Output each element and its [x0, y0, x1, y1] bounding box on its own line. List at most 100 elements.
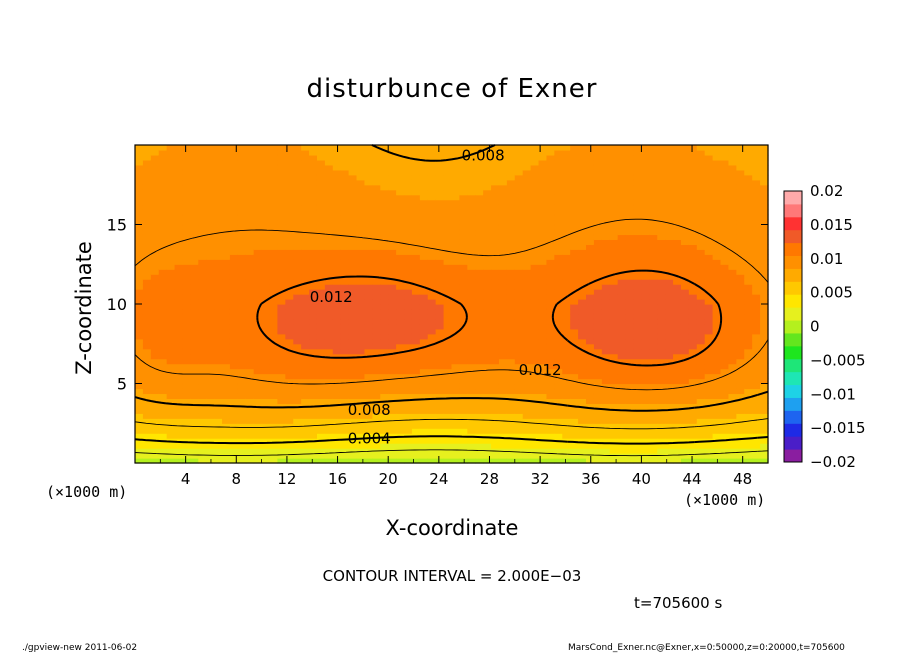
heat-cell: [293, 149, 302, 156]
heat-cell: [332, 398, 342, 404]
heat-cell: [324, 323, 334, 330]
heat-cell: [625, 239, 635, 245]
heat-cell: [174, 224, 184, 231]
heat-cell: [673, 249, 682, 255]
heat-cell: [158, 209, 168, 216]
heat-cell: [316, 239, 326, 245]
heat-cell: [340, 358, 350, 365]
heat-cell: [182, 284, 191, 290]
heat-cell: [538, 333, 548, 340]
heat-cell: [142, 363, 152, 370]
heat-cell: [166, 383, 176, 390]
heat-cell: [214, 443, 223, 449]
heat-cell: [237, 274, 247, 280]
heat-cell: [174, 249, 184, 255]
heat-cell: [633, 229, 642, 236]
heat-cell: [514, 244, 524, 250]
heat-cell: [340, 428, 350, 434]
heat-cell: [229, 338, 239, 345]
heat-cell: [158, 408, 168, 414]
heat-cell: [586, 279, 595, 285]
heat-cell: [277, 373, 286, 380]
heat-cell: [506, 388, 516, 395]
heat-cell: [348, 184, 358, 191]
heat-cell: [332, 224, 342, 231]
heat-cell: [253, 224, 263, 231]
heat-cell: [135, 418, 144, 424]
heat-cell: [285, 428, 294, 434]
heat-cell: [506, 378, 516, 385]
heat-cell: [451, 209, 461, 216]
heat-cell: [665, 154, 674, 161]
heat-cell: [562, 244, 571, 250]
heat-cell: [673, 373, 682, 380]
heat-cell: [285, 413, 294, 419]
heat-cell: [182, 164, 191, 171]
heat-cell: [688, 284, 698, 290]
heat-cell: [364, 408, 373, 414]
heat-cell: [135, 189, 144, 196]
heat-cell: [166, 284, 176, 290]
heat-cell: [657, 443, 666, 449]
heat-cell: [277, 264, 286, 270]
heat-cell: [404, 294, 413, 300]
heat-cell: [649, 145, 658, 151]
heat-cell: [554, 338, 563, 345]
heat-cell: [578, 209, 587, 216]
heat-cell: [696, 154, 706, 161]
heat-cell: [198, 373, 207, 380]
heat-cell: [657, 169, 666, 176]
heat-cell: [522, 264, 532, 270]
heat-cell: [506, 199, 516, 206]
heat-cell: [530, 338, 540, 345]
heat-cell: [491, 373, 500, 380]
heat-cell: [261, 294, 271, 300]
heat-cell: [324, 145, 334, 151]
heat-cell: [483, 169, 492, 176]
heat-cell: [649, 443, 658, 449]
heat-cell: [593, 219, 603, 226]
heat-cell: [546, 154, 555, 161]
heat-cell: [475, 373, 484, 380]
heat-cell: [514, 413, 524, 419]
heat-cell: [467, 274, 476, 280]
heat-cell: [198, 353, 207, 360]
heat-cell: [301, 353, 310, 360]
heat-cell: [673, 145, 682, 151]
heat-cell: [625, 209, 635, 216]
heat-cell: [356, 145, 366, 151]
heat-cell: [285, 289, 294, 295]
heat-cell: [530, 448, 540, 454]
heat-cell: [198, 149, 207, 156]
heat-cell: [522, 363, 532, 370]
heat-cell: [166, 214, 176, 221]
heat-cell: [301, 269, 310, 275]
heat-cell: [261, 448, 271, 454]
heat-cell: [736, 204, 745, 211]
heat-cell: [712, 229, 722, 236]
heat-cell: [601, 403, 611, 409]
heat-cell: [538, 323, 548, 330]
heat-cell: [649, 363, 658, 370]
heat-cell: [198, 318, 207, 325]
heat-cell: [562, 194, 571, 201]
heat-cell: [586, 184, 595, 191]
heat-cell: [285, 294, 294, 300]
heat-cell: [475, 358, 484, 365]
heat-cell: [696, 448, 706, 454]
heat-cell: [593, 174, 603, 181]
heat-cell: [309, 363, 318, 370]
heat-cell: [206, 194, 215, 201]
heat-cell: [198, 214, 207, 221]
heat-cell: [380, 393, 389, 400]
heat-cell: [158, 204, 168, 211]
heat-cell: [443, 194, 453, 201]
heat-cell: [261, 219, 271, 226]
heat-cell: [324, 318, 334, 325]
heat-cell: [491, 279, 500, 285]
heat-cell: [190, 318, 199, 325]
heat-cell: [253, 284, 263, 290]
heat-cell: [419, 159, 429, 166]
heat-cell: [229, 343, 239, 350]
heat-cell: [459, 169, 468, 176]
